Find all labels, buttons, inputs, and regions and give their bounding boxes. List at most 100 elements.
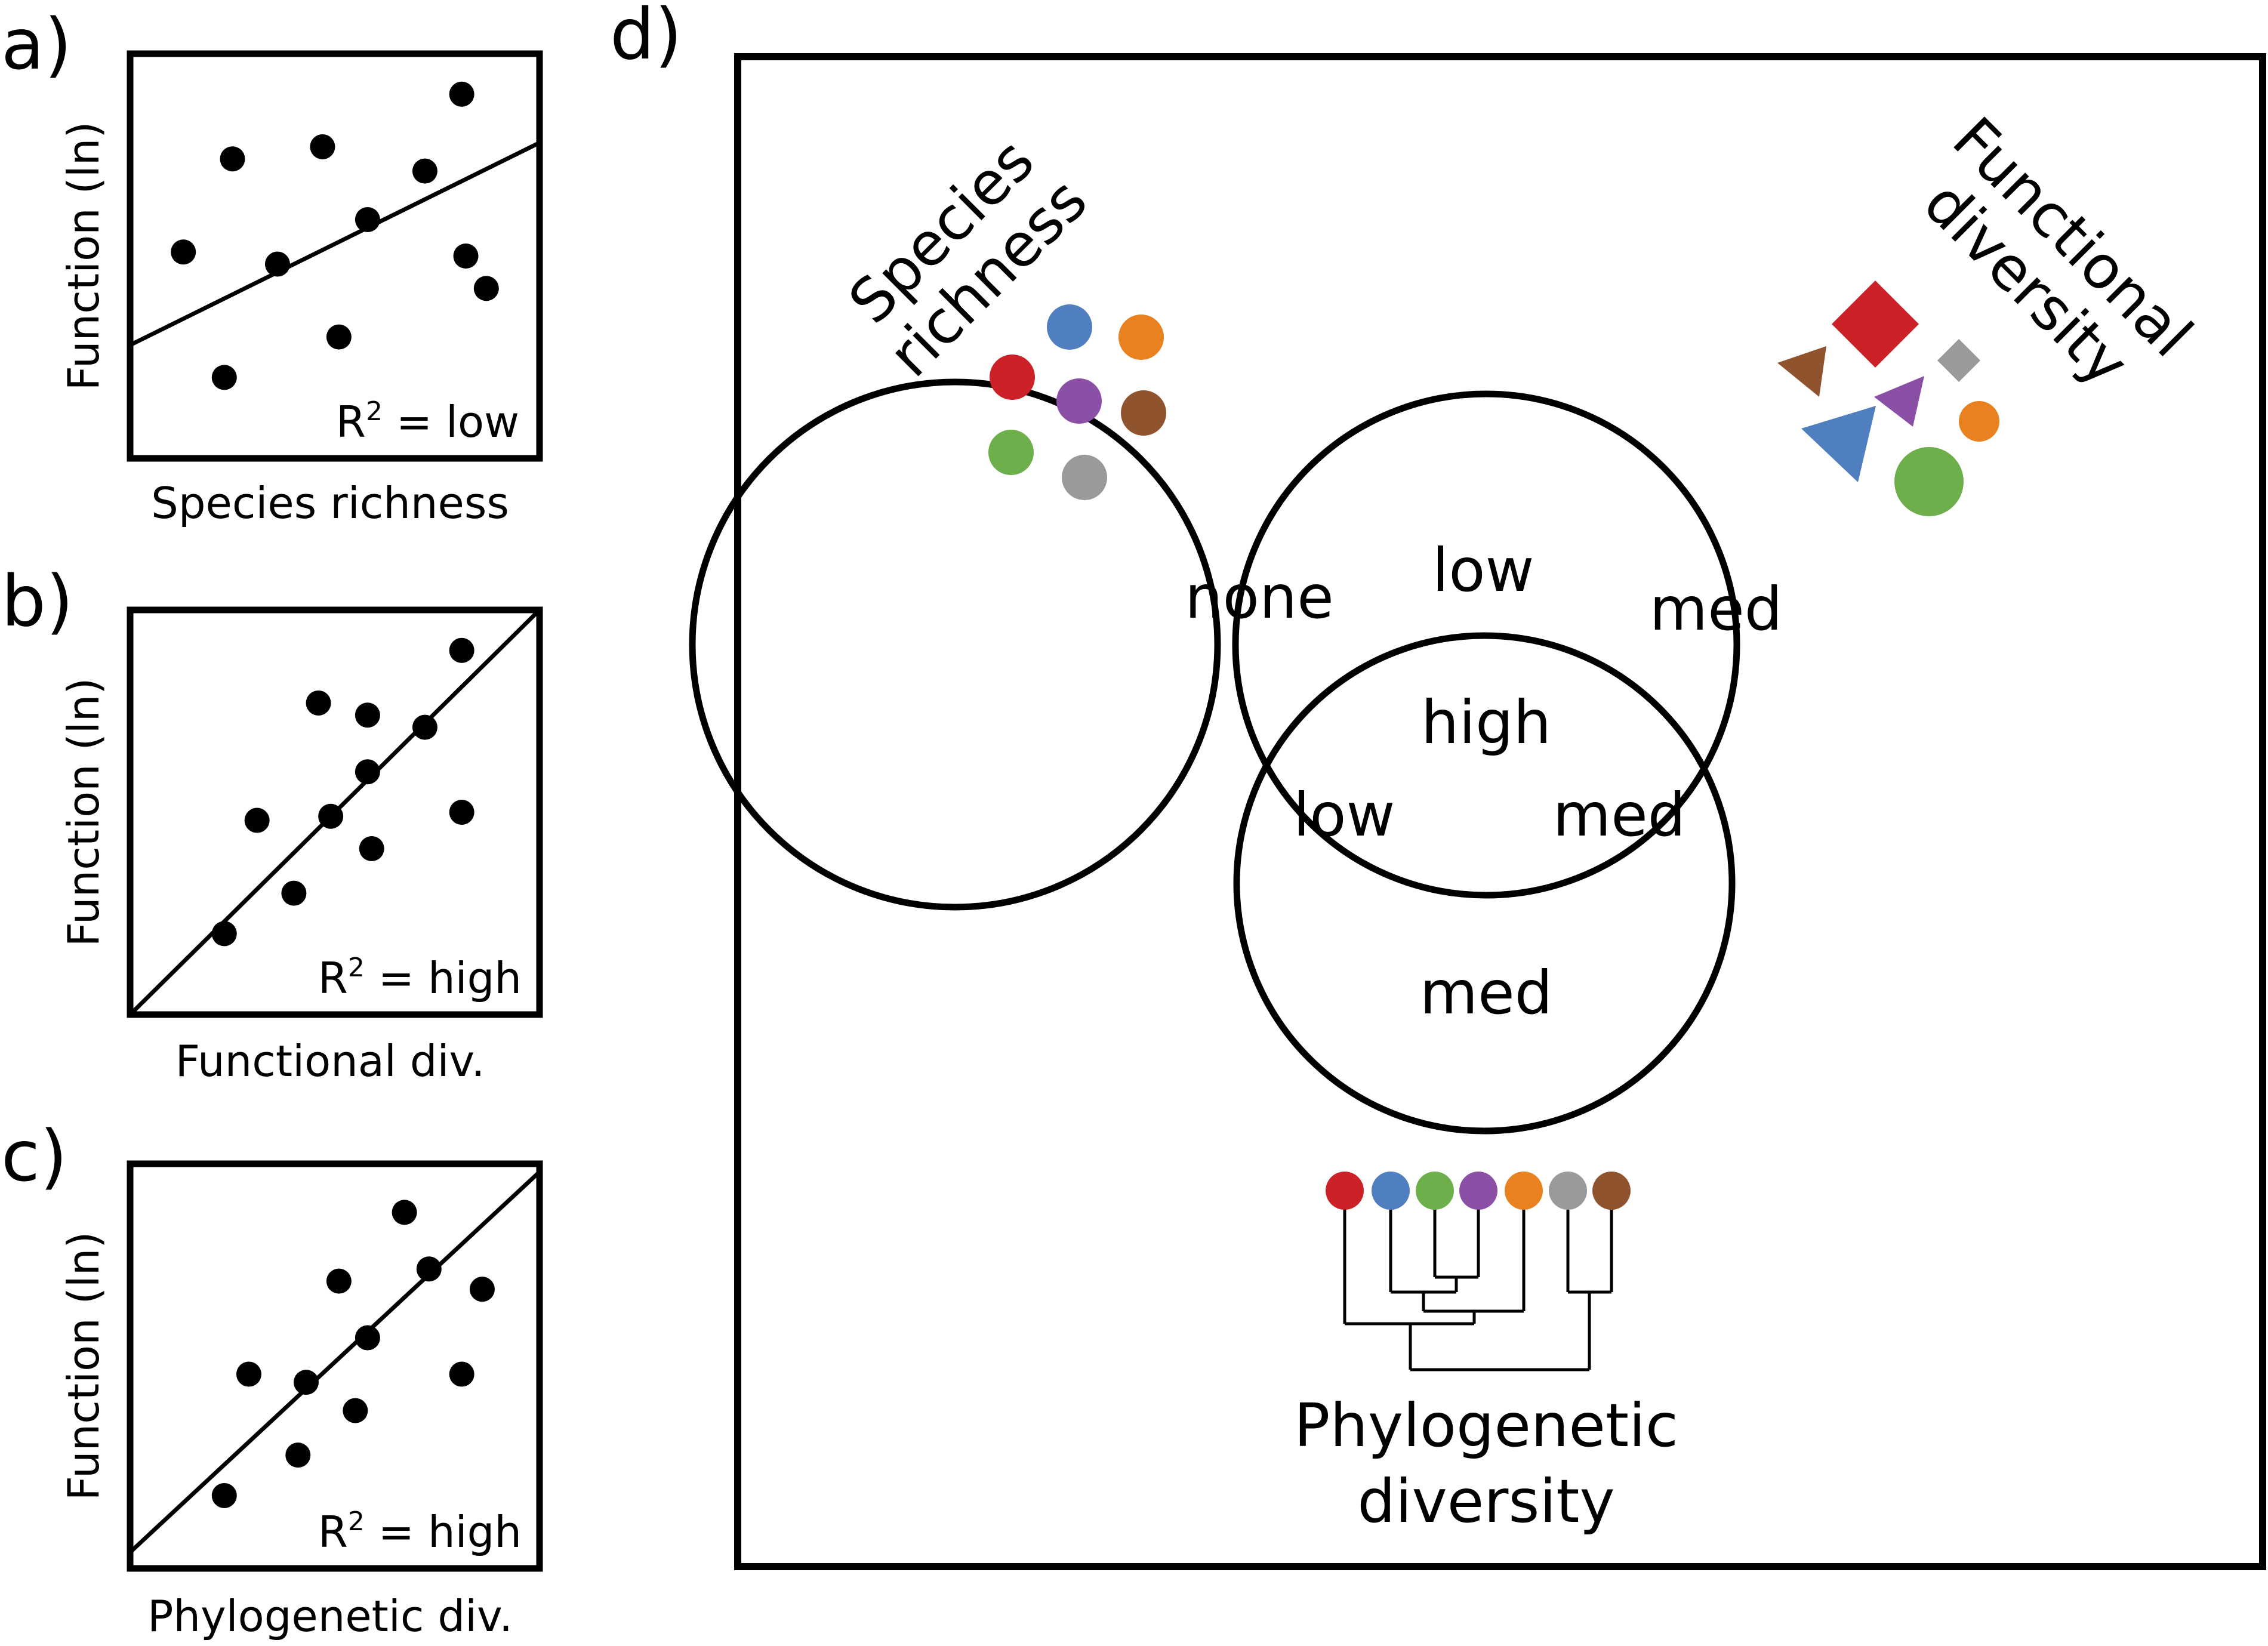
plot-frame-c xyxy=(127,1160,543,1572)
panel-d: d) none low med high low med med Species… xyxy=(610,0,2266,1570)
svg-text:Phylogenetic: Phylogenetic xyxy=(1294,1391,1678,1460)
data-point-11 xyxy=(211,921,237,947)
y-axis-label-b: Function (ln) xyxy=(58,678,109,947)
panel-a: a) Function (ln) Species richness R2 = l… xyxy=(1,3,543,528)
venn-circle-phylogenetic-diversity xyxy=(1233,632,1736,1135)
data-point-9 xyxy=(343,1398,368,1423)
tree-node-red xyxy=(1345,1322,1474,1370)
data-point-6 xyxy=(449,81,474,107)
trait-triangle-purple xyxy=(1874,376,1924,427)
venn-circle-functional-diversity xyxy=(1232,390,1740,899)
data-point-8 xyxy=(453,243,479,269)
x-axis-label-a: Species richness xyxy=(151,478,509,528)
data-point-10 xyxy=(326,324,352,350)
svg-text:diversity: diversity xyxy=(1357,1466,1614,1536)
data-point-7 xyxy=(264,251,290,277)
venn-circle-species-richness xyxy=(689,378,1221,911)
data-point-2 xyxy=(306,690,331,716)
panel-c: c) Function (ln) Phylogenetic div. R2 = … xyxy=(1,1115,543,1641)
panel-letter-b: b) xyxy=(1,560,73,642)
data-point-11 xyxy=(211,365,237,390)
data-point-10 xyxy=(281,880,307,906)
y-axis-label-a: Function (ln) xyxy=(58,122,109,391)
data-point-3 xyxy=(355,702,380,728)
region-label-functional-only: med xyxy=(1650,574,1782,644)
scatter-plot-b xyxy=(128,608,541,1016)
trait-triangle-brown xyxy=(1777,346,1826,397)
scatter-plot-a xyxy=(129,81,541,390)
plot-frame-a xyxy=(127,50,543,462)
species-dot-purple xyxy=(1056,378,1102,424)
data-point-10 xyxy=(285,1442,311,1468)
data-point-8 xyxy=(449,1361,474,1387)
tip-dot-blue xyxy=(1372,1172,1410,1210)
panel-letter-c: c) xyxy=(1,1115,67,1197)
region-label-phylogenetic-only: med xyxy=(1420,958,1552,1028)
species-dot-gray xyxy=(1062,455,1107,500)
x-axis-label-b: Functional div. xyxy=(175,1036,485,1086)
data-point-5 xyxy=(355,1325,380,1351)
tip-dot-gray xyxy=(1549,1172,1587,1210)
data-point-7 xyxy=(293,1370,319,1395)
region-label-species-functional: low xyxy=(1432,535,1534,605)
set-label-phylogenetic-diversity: Phylogenetic diversity xyxy=(1294,1391,1678,1536)
set-label-species-richness: Species richness xyxy=(836,125,1101,390)
species-richness-icons xyxy=(988,304,1166,500)
region-label-functional-phylogenetic: med xyxy=(1553,780,1685,850)
data-point-7 xyxy=(318,803,344,829)
species-dot-blue xyxy=(1047,304,1092,350)
data-point-4 xyxy=(412,714,437,740)
trait-circle-green xyxy=(1894,447,1964,516)
species-dot-green xyxy=(988,430,1034,475)
tip-dot-brown xyxy=(1592,1172,1631,1210)
phylogenetic-tip-icons xyxy=(1326,1172,1631,1210)
scatter-plot-c xyxy=(128,1170,541,1554)
tree-node-green-purple xyxy=(1435,1275,1478,1292)
panel-letter-d: d) xyxy=(610,0,682,75)
panel-b: b) Function (ln) Functional div. R2 = hi… xyxy=(1,560,543,1086)
region-label-species-phylogenetic: low xyxy=(1293,780,1395,850)
plot-frame-b xyxy=(127,606,543,1018)
tip-dot-red xyxy=(1326,1172,1364,1210)
tree-node-orange xyxy=(1423,1309,1524,1324)
species-dot-brown xyxy=(1121,390,1166,436)
tree-node-blue xyxy=(1391,1290,1456,1311)
region-label-all-three: high xyxy=(1421,688,1551,757)
x-axis-label-c: Phylogenetic div. xyxy=(147,1591,513,1641)
trait-diamond-gray xyxy=(1937,339,1980,382)
data-point-5 xyxy=(355,759,380,785)
data-point-1 xyxy=(171,239,196,265)
data-point-6 xyxy=(236,1361,261,1387)
data-point-4 xyxy=(355,206,380,232)
venn-frame xyxy=(734,53,2266,1570)
data-point-5 xyxy=(412,158,437,184)
data-point-3 xyxy=(310,134,335,159)
species-dot-orange xyxy=(1118,315,1164,360)
panel-letter-a: a) xyxy=(1,3,72,85)
data-point-4 xyxy=(469,1277,495,1302)
trait-circle-orange xyxy=(1959,401,1999,442)
data-point-8 xyxy=(449,800,474,825)
data-point-1 xyxy=(392,1200,417,1225)
trait-diamond-red xyxy=(1832,281,1919,368)
r2-annotation-a: R2 = low xyxy=(336,396,519,447)
data-point-11 xyxy=(211,1482,237,1508)
tip-dot-green xyxy=(1416,1172,1454,1210)
tree-node-gray-brown xyxy=(1568,1290,1611,1370)
trait-triangle-blue xyxy=(1801,406,1876,482)
phylogenetic-tree xyxy=(1343,1191,1613,1371)
functional-diversity-icons xyxy=(1777,281,1999,516)
data-point-9 xyxy=(473,276,499,301)
tip-dot-purple xyxy=(1459,1172,1497,1210)
data-point-6 xyxy=(244,807,270,833)
set-label-functional-diversity: Functional diversity xyxy=(1910,104,2206,399)
tree-tips xyxy=(1343,1191,1613,1324)
species-dot-red xyxy=(990,355,1035,400)
region-label-species-only: none xyxy=(1185,562,1333,632)
fit-line xyxy=(129,141,541,347)
tip-dot-orange xyxy=(1505,1172,1543,1210)
data-point-1 xyxy=(449,637,474,663)
data-point-2 xyxy=(326,1268,352,1294)
data-point-2 xyxy=(220,146,245,172)
